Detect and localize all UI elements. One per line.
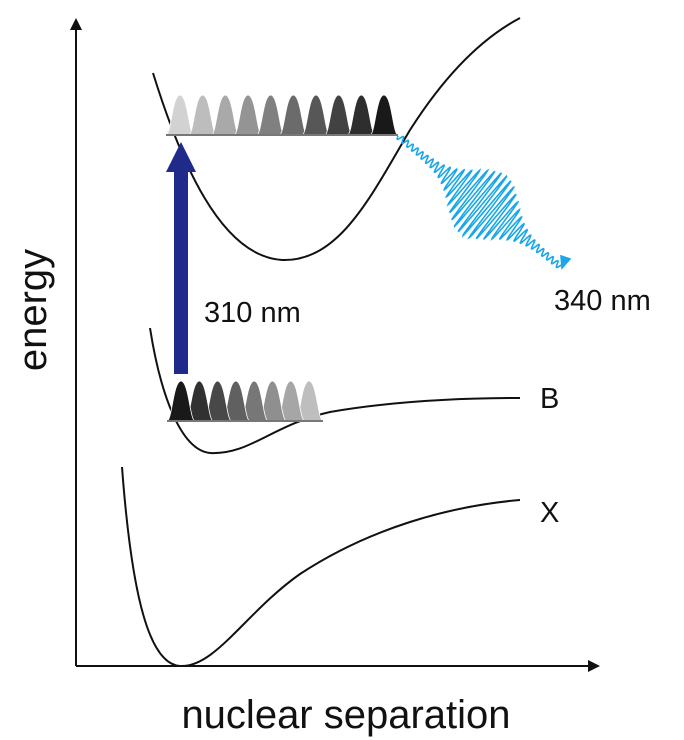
absorption-arrow-shaft	[174, 170, 188, 374]
wavepacket-peak	[346, 94, 376, 136]
wavepacket-peak	[210, 94, 240, 136]
wavepacket-peak	[256, 94, 286, 136]
emission-wave-path	[396, 135, 572, 270]
lower-wavepacket	[166, 380, 324, 422]
b-state-label: B	[540, 383, 559, 415]
ground-state-curve	[121, 466, 521, 668]
emission-label: 340 nm	[554, 285, 651, 317]
absorption-label: 310 nm	[204, 297, 301, 329]
wavepacket-peak	[324, 94, 354, 136]
wavepacket-peak	[188, 94, 218, 136]
y-axis-label: energy	[11, 249, 55, 371]
x-state-label: X	[540, 497, 559, 529]
wavepacket-peak	[233, 94, 263, 136]
wavepacket-peak	[278, 94, 308, 136]
upper-wavepacket	[165, 94, 399, 136]
upper-state-curve	[152, 17, 521, 262]
wavepacket-peak	[369, 94, 399, 136]
x-axis-label: nuclear separation	[181, 693, 510, 737]
wavepacket-peak	[301, 94, 331, 136]
wavepacket-peak	[165, 94, 195, 136]
b-state-curve	[149, 327, 521, 455]
wavepacket-peak	[166, 380, 196, 422]
emission-wave	[396, 135, 572, 270]
absorption-arrow-head	[166, 142, 196, 172]
absorption-arrow	[166, 142, 196, 374]
axes	[70, 18, 600, 672]
